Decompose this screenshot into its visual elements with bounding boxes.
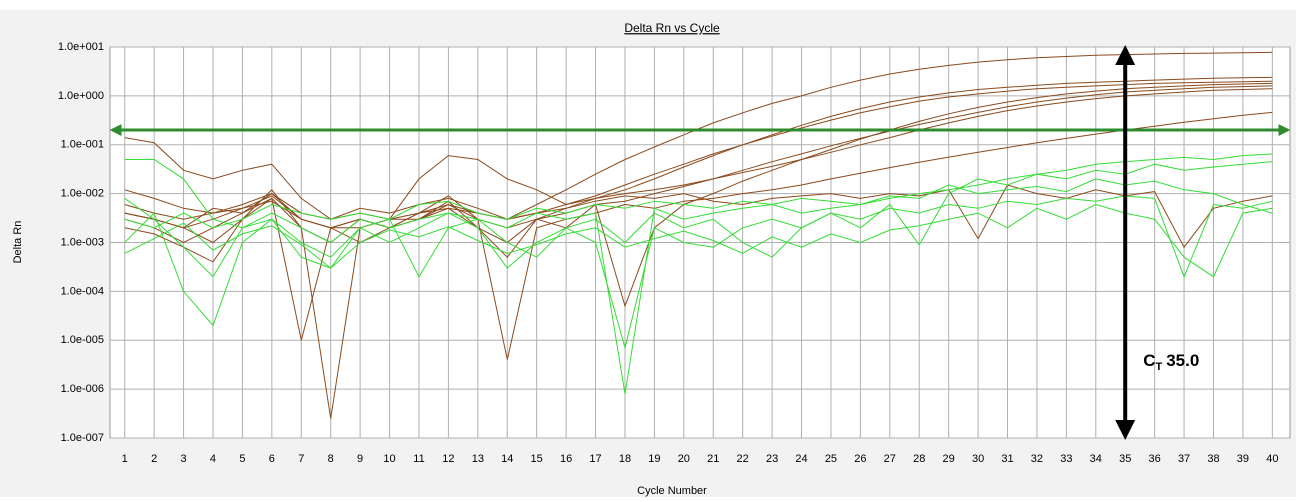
x-tick-label: 29: [943, 453, 955, 465]
x-tick-label: 40: [1266, 453, 1278, 465]
x-tick-label: 21: [707, 453, 719, 465]
ct-label-sub: T: [1155, 361, 1162, 373]
x-tick-label: 32: [1031, 453, 1043, 465]
x-axis-label: Cycle Number: [637, 485, 707, 497]
x-tick-label: 37: [1178, 453, 1190, 465]
x-tick-label: 28: [913, 453, 925, 465]
x-tick-label: 7: [298, 453, 304, 465]
x-tick-label: 15: [531, 453, 543, 465]
x-tick-label: 33: [1060, 453, 1072, 465]
ct-label-c: C: [1143, 351, 1155, 370]
ct-label: CT 35.0: [1143, 351, 1199, 372]
x-tick-label: 23: [766, 453, 778, 465]
chart-title: Delta Rn vs Cycle: [624, 21, 720, 35]
amplification-curve: [124, 82, 1273, 341]
y-tick-label: 1.0e-001: [61, 139, 104, 151]
x-tick-label: 25: [825, 453, 837, 465]
y-tick-label: 1.0e-006: [61, 383, 104, 395]
x-tick-label: 35: [1119, 453, 1131, 465]
amplification-curve: [124, 88, 1273, 220]
amplification-curve: [124, 153, 1273, 394]
y-tick-label: 1.0e+001: [58, 41, 104, 53]
x-tick-label: 1: [122, 453, 128, 465]
x-tick-label: 5: [239, 453, 245, 465]
x-tick-label: 20: [678, 453, 690, 465]
x-tick-label: 34: [1090, 453, 1102, 465]
x-tick-label: 38: [1207, 453, 1219, 465]
x-tick-label: 27: [884, 453, 896, 465]
x-tick-label: 11: [413, 453, 424, 465]
y-tick-label: 1.0e-005: [61, 334, 104, 346]
x-tick-label: 18: [619, 453, 631, 465]
x-tick-label: 24: [795, 453, 807, 465]
x-tick-label: 26: [854, 453, 866, 465]
y-tick-label: 1.0e-007: [61, 432, 104, 444]
x-tick-label: 22: [737, 453, 749, 465]
y-tick-label: 1.0e-003: [61, 236, 104, 248]
y-tick-label: 1.0e-004: [61, 285, 104, 297]
x-tick-label: 19: [648, 453, 660, 465]
amplification-curve: [124, 161, 1273, 327]
x-tick-label: 6: [269, 453, 275, 465]
x-tick-label: 17: [589, 453, 601, 465]
amplification-curve: [124, 203, 1273, 278]
x-tick-label: 16: [560, 453, 572, 465]
x-tick-label: 10: [383, 453, 395, 465]
amplification-curve: [124, 85, 1273, 244]
ct-label-value: 35.0: [1166, 351, 1199, 370]
x-tick-label: 12: [442, 453, 454, 465]
x-tick-label: 30: [972, 453, 984, 465]
y-tick-label: 1.0e-002: [61, 188, 104, 200]
y-axis-label: Delta Rn: [12, 221, 24, 264]
x-tick-label: 31: [1001, 453, 1013, 465]
x-tick-label: 39: [1237, 453, 1249, 465]
y-tick-label: 1.0e+000: [58, 90, 104, 102]
amplification-curve: [124, 195, 1273, 350]
x-tick-label: 4: [210, 453, 216, 465]
x-tick-label: 3: [181, 453, 187, 465]
x-tick-label: 2: [151, 453, 157, 465]
amplification-curve: [124, 111, 1273, 419]
x-tick-label: 14: [501, 453, 513, 465]
x-tick-label: 36: [1149, 453, 1161, 465]
x-tick-label: 8: [328, 453, 334, 465]
x-tick-label: 9: [357, 453, 363, 465]
amplification-curve: [124, 178, 1273, 229]
x-tick-label: 13: [472, 453, 484, 465]
